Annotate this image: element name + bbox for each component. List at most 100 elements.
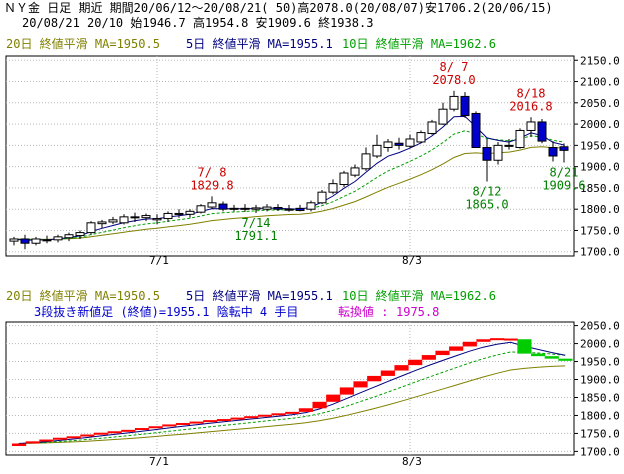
bottom-legend-2: 10日 終値平滑 MA=1962.6 [342, 288, 496, 303]
candle-body [31, 238, 41, 244]
bottom-turn-value: 1975.8 [396, 305, 439, 319]
brick [298, 408, 313, 412]
candle-body [559, 146, 569, 151]
annotation-value: 2078.0 [432, 73, 475, 87]
bottom-ma20-line [18, 365, 566, 444]
candle-body [119, 216, 129, 224]
candle-body [207, 202, 217, 208]
candle-body [328, 183, 338, 193]
top-ytick-label: 2100.0 [580, 76, 620, 89]
brick [408, 359, 423, 366]
bottom-xtick-label: 8/3 [402, 455, 422, 468]
annotation-date: 8/21 [550, 166, 579, 180]
brick [476, 339, 491, 342]
brick [367, 375, 382, 382]
brick [462, 341, 477, 347]
candle-body [449, 95, 459, 110]
candle-body [229, 207, 239, 210]
candle-body [504, 144, 514, 147]
top-ytick-label: 2150.0 [580, 54, 620, 67]
candle-body [86, 222, 96, 234]
brick [52, 437, 68, 440]
annotation-date: 8/18 [517, 86, 546, 100]
brick [203, 420, 218, 423]
candle-body [306, 202, 316, 210]
candle-body [394, 142, 404, 146]
bottom-ma5-line [18, 341, 566, 444]
candle-body [53, 236, 63, 241]
candle-body [460, 95, 470, 117]
bottom-ytick-label: 1900.0 [580, 374, 620, 387]
brick [257, 414, 273, 417]
brick [66, 436, 81, 439]
brick [435, 350, 450, 356]
header-line-1: ＮＹ金 日足 期近 期間20/06/12〜20/08/21( 50)高2078.… [4, 1, 553, 15]
brick [93, 432, 109, 435]
brick [544, 356, 559, 359]
annotation-date: 7/14 [242, 216, 271, 230]
bottom-xtick-label: 7/1 [149, 455, 169, 468]
bottom-legend-1: 5日 終値平滑 MA=1955.1 [186, 288, 333, 303]
candle-body [75, 232, 85, 237]
top-ytick-label: 2050.0 [580, 97, 620, 110]
brick [380, 370, 395, 376]
annotation-date: 7/ 8 [198, 165, 227, 179]
candle-body [163, 212, 173, 220]
brick [80, 434, 95, 437]
candle-body [537, 121, 547, 142]
candle-body [317, 191, 327, 204]
brick [230, 417, 245, 420]
top-plot-frame [5, 55, 575, 257]
brick [107, 431, 122, 434]
bottom-info-text: 3段抜き新値足 (終値)=1955.1 陰転中 4 手目 [34, 304, 298, 319]
top-ytick-label: 1750.0 [580, 224, 620, 237]
candle-body [427, 121, 437, 134]
header-line-2: 20/08/21 20/10 始1946.7 高1954.8 安1909.6 終… [22, 16, 374, 30]
candle-body [185, 210, 195, 215]
candle-body [471, 112, 481, 148]
candle-body [416, 132, 426, 143]
candle-body [218, 203, 228, 210]
candle-body [548, 146, 558, 157]
candle-body [20, 238, 30, 244]
candle-body [383, 141, 393, 148]
annotation-date: 8/12 [473, 185, 502, 199]
candle-body [42, 239, 52, 242]
bottom-ytick-label: 2050.0 [580, 320, 620, 333]
brick [449, 346, 464, 351]
candle-body [262, 206, 272, 210]
annotation-value: 1865.0 [465, 198, 508, 212]
candle-body [174, 212, 184, 215]
brick [326, 394, 341, 402]
annotation-value: 1909.6 [542, 179, 585, 193]
top-ytick-label: 1900.0 [580, 161, 620, 174]
candle-body [251, 207, 261, 210]
brick [353, 381, 368, 388]
candle-body [273, 206, 283, 210]
candle-body [515, 129, 525, 148]
candle-body [130, 216, 140, 219]
candle-body [361, 153, 371, 170]
brick [121, 429, 136, 432]
bottom-plot-frame [5, 321, 575, 456]
bottom-ytick-label: 1850.0 [580, 391, 620, 404]
brick [558, 358, 573, 361]
top-ma5-line [13, 115, 565, 241]
top-legend-2: 10日 終値平滑 MA=1962.6 [342, 36, 496, 51]
brick [503, 338, 518, 341]
bottom-legend-0: 20日 終値平滑 MA=1950.5 [6, 288, 160, 303]
candle-body [493, 144, 503, 161]
candle-body [482, 146, 492, 161]
candle-body [64, 234, 74, 239]
candle-body [339, 172, 349, 186]
brick [162, 424, 177, 427]
top-ytick-label: 1700.0 [580, 246, 620, 259]
annotation-value: 1829.8 [190, 178, 233, 192]
candle-body [108, 219, 118, 223]
bottom-ytick-label: 1950.0 [580, 356, 620, 369]
brick [394, 365, 409, 371]
bottom-ytick-label: 2000.0 [580, 338, 620, 351]
top-xtick-label: 8/3 [402, 254, 422, 267]
candle-body [350, 167, 360, 176]
top-legend-1: 5日 終値平滑 MA=1955.1 [186, 36, 333, 51]
